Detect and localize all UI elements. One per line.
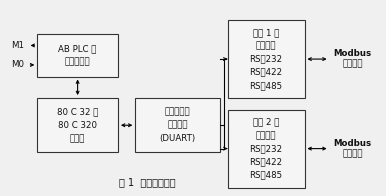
- Text: 处理器: 处理器: [70, 134, 85, 143]
- Text: 接口电路: 接口电路: [256, 131, 276, 140]
- Bar: [37, 34, 118, 77]
- Text: Modbus
主从装置: Modbus 主从装置: [334, 139, 372, 158]
- Text: RS－485: RS－485: [249, 171, 283, 180]
- Bar: [228, 110, 305, 188]
- Text: M0: M0: [12, 60, 24, 69]
- Text: RS－422: RS－422: [249, 68, 283, 77]
- Text: 端口 2 号: 端口 2 号: [253, 118, 279, 127]
- Text: 两路通用异: 两路通用异: [165, 108, 190, 116]
- Text: 80 C 320: 80 C 320: [58, 121, 97, 130]
- Text: 接口电路: 接口电路: [256, 41, 276, 50]
- Text: 板传输电路: 板传输电路: [65, 57, 90, 66]
- Text: 端口 1 号: 端口 1 号: [253, 28, 279, 37]
- Text: RS－485: RS－485: [249, 81, 283, 90]
- Text: M1: M1: [12, 41, 24, 50]
- Text: 80 C 32 或: 80 C 32 或: [57, 108, 98, 116]
- Text: 步收发机: 步收发机: [168, 121, 188, 130]
- Text: RS－232: RS－232: [249, 54, 283, 64]
- Text: RS－232: RS－232: [249, 144, 283, 153]
- Text: 图 1  通信模块结构: 图 1 通信模块结构: [119, 178, 175, 188]
- Bar: [135, 98, 220, 152]
- Text: RS－422: RS－422: [249, 157, 283, 166]
- Text: Modbus
主从装置: Modbus 主从装置: [334, 49, 372, 69]
- Text: AB PLC 背: AB PLC 背: [58, 44, 97, 53]
- Bar: [37, 98, 118, 152]
- Text: (DUART): (DUART): [159, 134, 196, 143]
- Bar: [228, 20, 305, 98]
